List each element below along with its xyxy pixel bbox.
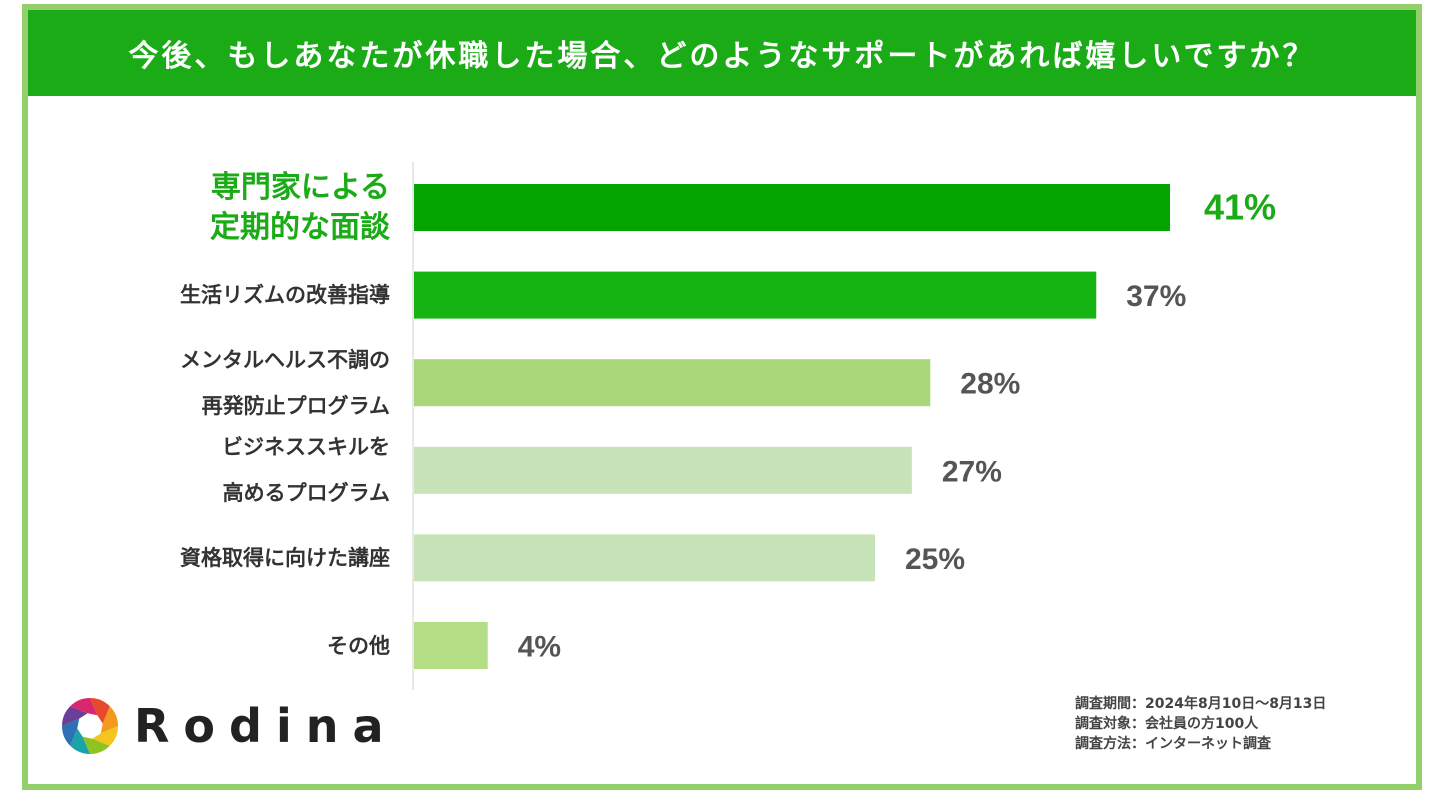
aperture-blade	[62, 718, 80, 746]
category-label-5: その他	[327, 623, 390, 669]
survey-info: 調査期間：2024年8月10日〜8月13日 調査対象：会社員の方100人 調査方…	[1075, 694, 1326, 754]
aperture-blade	[100, 706, 118, 734]
bar-1	[414, 271, 1097, 319]
category-label-4: 資格取得に向けた講座	[180, 535, 390, 581]
bar-4	[414, 534, 875, 582]
aperture-blade	[70, 698, 98, 716]
logo-text: Rodina	[134, 699, 398, 753]
aperture-blade	[90, 698, 110, 724]
value-label-5: 4%	[518, 631, 561, 664]
category-label-line: 定期的な面談	[210, 209, 390, 245]
aperture-center	[80, 716, 100, 736]
category-label-3: ビジネススキルを 高めるプログラム	[222, 424, 390, 516]
category-label-line: 生活リズムの改善指導	[180, 283, 390, 308]
aperture-blade	[92, 726, 118, 746]
survey-period: 調査期間：2024年8月10日〜8月13日	[1075, 696, 1327, 712]
category-label-2: メンタルヘルス不調の再発防止プログラム	[180, 337, 390, 429]
category-label-1: 生活リズムの改善指導	[180, 272, 390, 318]
aperture-blade	[62, 706, 88, 726]
value-label-3: 27%	[942, 455, 1002, 488]
bar-5	[414, 622, 488, 669]
bar-3	[414, 446, 912, 494]
value-label-2: 28%	[960, 368, 1020, 401]
rodina-logo: Rodina	[60, 696, 398, 756]
category-label-line: ビジネススキルを	[222, 435, 390, 460]
bar-0	[414, 184, 1170, 231]
value-label-4: 25%	[905, 543, 965, 576]
value-label-1: 37%	[1126, 280, 1186, 313]
category-label-line: 高めるプログラム	[222, 481, 390, 506]
aperture-blade	[82, 736, 110, 754]
survey-target: 調査対象：会社員の方100人	[1075, 716, 1259, 732]
category-label-line: 資格取得に向けた講座	[180, 545, 390, 570]
survey-method: 調査方法：インターネット調査	[1075, 736, 1271, 752]
category-label-line: 専門家による	[210, 169, 390, 205]
category-label-line: メンタルヘルス不調の	[180, 347, 390, 372]
aperture-blade	[70, 728, 90, 754]
category-label-line: その他	[327, 633, 390, 658]
category-label-line: 再発防止プログラム	[201, 393, 390, 418]
chart-title: 今後、もしあなたが休職した場合、どのようなサポートがあれば嬉しいですか？	[28, 10, 1416, 96]
bar-2	[414, 359, 931, 407]
value-label-0: 41%	[1204, 187, 1276, 228]
aperture-logo-icon	[62, 698, 118, 754]
category-label-0: 専門家による 定期的な面談	[210, 168, 390, 248]
